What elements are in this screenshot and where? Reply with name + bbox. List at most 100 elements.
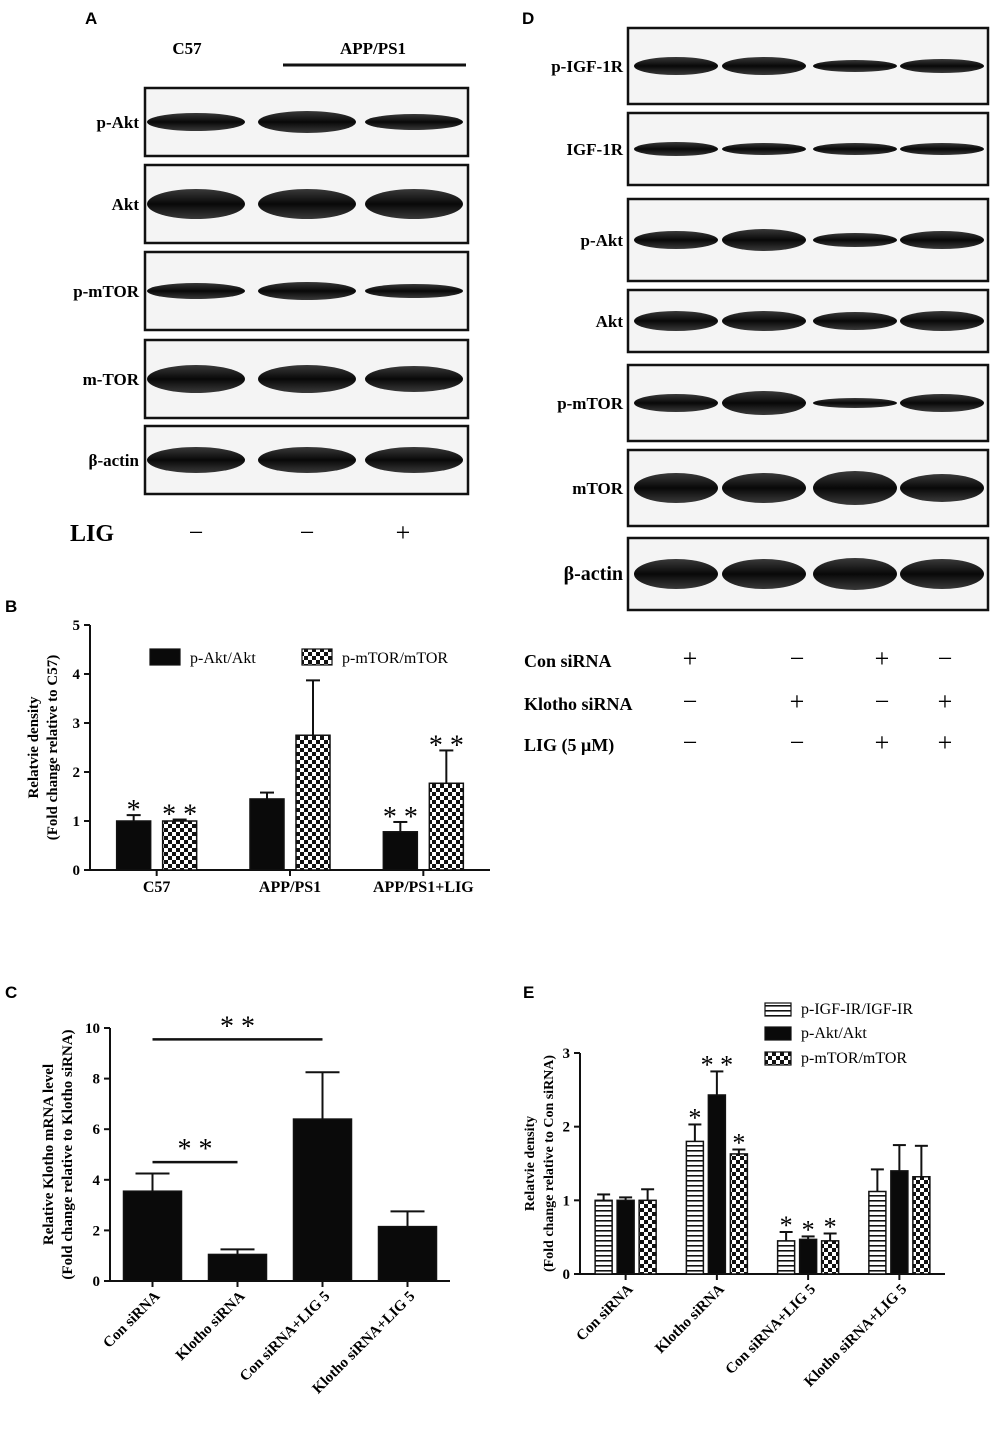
band: [365, 447, 463, 473]
panel-d-western-blot: D p-IGF-1R IGF-1R p-Akt Akt p-mTOR mTOR β-acti…: [522, 9, 990, 757]
bar-p-igf-ir-igf-ir-klotho-sirna-lig-5: [868, 1190, 887, 1275]
band: [813, 233, 897, 247]
condition-sign: +: [790, 687, 805, 716]
legend-label-p-mtor-mtor: p-mTOR/mTOR: [801, 1050, 907, 1067]
blot-row-akt: Akt: [112, 163, 470, 245]
band: [147, 447, 245, 473]
chart-c: 0 2 4 6 8 10 Relative Klotho mRNA level (Fold c…: [41, 1011, 450, 1397]
condition-sign: −: [875, 687, 890, 716]
bar-p-igf-ir-igf-ir-con-sirna-lig-5: [776, 1240, 796, 1275]
legend-label-p-igf-ir-igf-ir: p-IGF-IR/IGF-IR: [801, 1001, 913, 1018]
legend-swatch-p-igf-ir-igf-ir: [764, 1002, 792, 1017]
blot-label: p-mTOR: [73, 282, 140, 301]
y-tick-label: 10: [85, 1021, 100, 1037]
blot-label: Akt: [596, 312, 624, 331]
blot-label: p-mTOR: [557, 394, 624, 413]
significance-mark: * *: [220, 1011, 255, 1042]
band: [258, 282, 356, 300]
band: [722, 57, 806, 75]
y-axis-label: (Fold change relative to C57): [45, 655, 61, 841]
bar-p-akt-akt-con-sirna: [616, 1199, 635, 1275]
condition-sign: −: [683, 687, 698, 716]
bar-p-mtor-mtor-klotho-sirna-lig-5: [912, 1176, 931, 1275]
blot-row-p-akt: p-Akt: [580, 197, 990, 283]
blot-row-p-akt: p-Akt: [96, 86, 470, 158]
band: [365, 189, 463, 219]
y-tick-label: 0: [73, 863, 81, 879]
panel-letter-e: E: [523, 983, 534, 1002]
y-tick-label: 2: [73, 765, 81, 781]
band: [813, 398, 897, 408]
bar-p-mtor-mtor-app-ps1: [295, 734, 331, 871]
band: [722, 391, 806, 415]
y-tick-label: 0: [563, 1267, 571, 1283]
condition-sign: +: [938, 728, 953, 757]
band: [634, 57, 718, 75]
blot-row-p-igf-1r: p-IGF-1R: [551, 26, 990, 106]
significance-mark: * *: [178, 1134, 213, 1165]
lig-sign-lane-3: +: [396, 518, 411, 547]
band: [258, 189, 356, 219]
band: [813, 471, 897, 505]
significance-mark: *: [688, 1103, 701, 1132]
condition-row-lig-5-m: LIG (5 μM) − − + +: [524, 728, 952, 757]
lig-sign-lane-1: −: [189, 518, 204, 547]
band: [722, 559, 806, 589]
condition-label: Klotho siRNA: [524, 694, 633, 714]
bar-value-klotho-sirna-lig-5: [377, 1225, 438, 1282]
blot-label: p-IGF-1R: [551, 57, 624, 76]
band: [634, 142, 718, 156]
band: [813, 312, 897, 330]
x-tick-label: APP/PS1: [259, 879, 321, 896]
x-tick-label: Con siRNA: [100, 1288, 163, 1351]
band: [365, 114, 463, 130]
band: [258, 111, 356, 133]
condition-sign: −: [938, 644, 953, 673]
band: [634, 559, 718, 589]
y-axis-label: (Fold change relative to Con siRNA): [542, 1055, 557, 1272]
band: [147, 365, 245, 393]
bar-p-mtor-mtor-c57: [161, 820, 198, 871]
band: [813, 60, 897, 72]
y-tick-label: 0: [93, 1274, 101, 1290]
legend-label-p-mtor-mtor: p-mTOR/mTOR: [342, 650, 448, 667]
blot-row-mtor: mTOR: [572, 448, 990, 528]
y-tick-label: 2: [563, 1120, 571, 1136]
x-tick-label: Con siRNA+LIG 5: [237, 1289, 333, 1385]
x-tick-label: C57: [143, 879, 171, 896]
panel-letter-a: A: [85, 9, 97, 28]
band: [634, 473, 718, 503]
significance-mark: *: [780, 1211, 793, 1240]
bar-p-akt-akt-con-sirna-lig-5: [798, 1238, 818, 1275]
condition-sign: +: [683, 644, 698, 673]
x-tick-label: Klotho siRNA: [173, 1288, 248, 1363]
condition-sign: −: [790, 728, 805, 757]
y-tick-label: 3: [73, 716, 81, 732]
condition-sign: +: [875, 644, 890, 673]
condition-label: Con siRNA: [524, 651, 612, 671]
bar-p-akt-akt-c57: [115, 820, 152, 871]
blot-label: m-TOR: [83, 370, 140, 389]
band: [900, 559, 984, 589]
significance-mark: *: [824, 1212, 837, 1241]
panel-letter-d: D: [522, 9, 534, 28]
bar-value-con-sirna-lig-5: [292, 1118, 353, 1282]
legend-label-p-akt-akt: p-Akt/Akt: [801, 1025, 867, 1042]
x-tick-label: Klotho siRNA: [652, 1281, 727, 1356]
significance-mark: *: [732, 1129, 745, 1158]
blot-label: p-Akt: [96, 113, 139, 132]
y-tick-label: 3: [563, 1046, 571, 1062]
blot-label: IGF-1R: [566, 140, 623, 159]
legend-swatch-p-akt-akt: [764, 1026, 792, 1041]
bar-p-akt-akt-klotho-sirna-lig-5: [890, 1170, 909, 1275]
band: [634, 311, 718, 331]
y-tick-label: 2: [93, 1223, 101, 1239]
significance-mark: * *: [429, 730, 464, 761]
bar-p-igf-ir-igf-ir-klotho-sirna: [685, 1140, 705, 1275]
y-tick-label: 4: [93, 1173, 101, 1189]
bar-p-mtor-mtor-klotho-sirna: [729, 1153, 749, 1275]
y-tick-label: 4: [73, 667, 81, 683]
bar-value-con-sirna: [122, 1190, 183, 1282]
y-tick-label: 1: [563, 1193, 571, 1209]
blot-label: Akt: [112, 195, 140, 214]
